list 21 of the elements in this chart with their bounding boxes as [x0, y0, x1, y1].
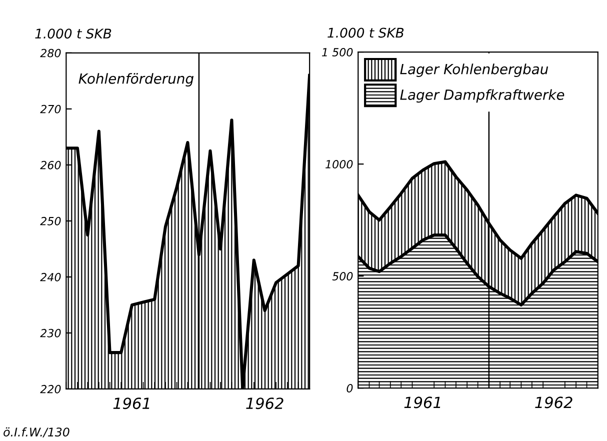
legend-label: Lager Kohlenbergbau — [400, 64, 548, 78]
y-tick-label: 250 — [40, 216, 61, 226]
y-tick-label: 1000 — [326, 160, 353, 168]
y-tick-label: 1 500 — [322, 48, 353, 56]
y-tick-label: 220 — [40, 384, 61, 394]
legend-label: Lager Dampfkraftwerke — [400, 89, 564, 103]
y-tick-label: 230 — [40, 328, 61, 338]
x-tick-label: 1961 — [113, 398, 150, 410]
y-tick-label: 260 — [40, 160, 61, 170]
y-tick-label: 500 — [332, 272, 353, 280]
y-tick-label: 0 — [346, 384, 353, 392]
x-tick-label: 1962 — [535, 396, 572, 408]
x-tick-label: 1961 — [404, 396, 440, 408]
y-axis-title: 1.000 t SKB — [328, 28, 404, 38]
y-axis-title: 1.000 t SKB — [35, 28, 112, 39]
y-tick-label: 270 — [40, 104, 61, 114]
text: Kohlenförderung — [78, 73, 194, 87]
x-tick-label: 1962 — [246, 398, 284, 410]
text: ö.I.f.W./130 — [4, 427, 70, 438]
y-tick-label: 280 — [40, 48, 61, 58]
y-tick-label: 240 — [40, 272, 61, 282]
